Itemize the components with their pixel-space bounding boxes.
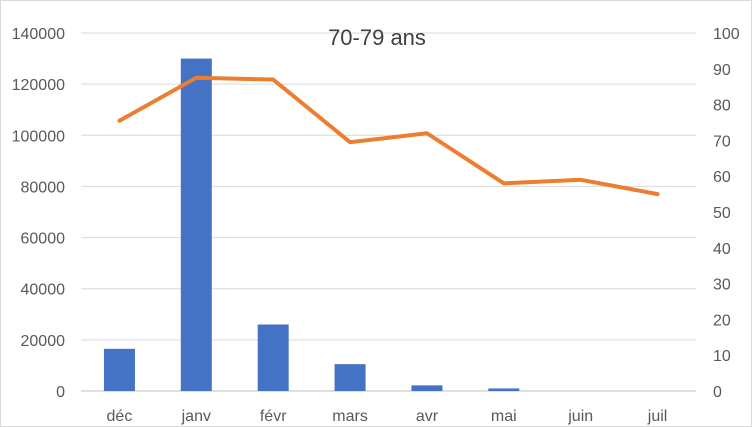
- gridlines: [81, 32, 696, 392]
- right-axis-tick-label: 30: [713, 277, 731, 294]
- category-tick-label: mars: [332, 408, 368, 425]
- left-axis-tick-label: 40000: [21, 282, 66, 299]
- category-tick-label: déc: [107, 408, 133, 425]
- bar: [411, 385, 443, 391]
- category-tick-label: janv: [181, 408, 211, 425]
- right-axis-tick-label: 80: [713, 98, 731, 115]
- bar: [334, 364, 366, 391]
- line-series: [117, 75, 660, 197]
- left-axis-tick-label: 0: [56, 384, 65, 401]
- category-tick-label: juin: [567, 408, 593, 425]
- left-axis-tick-label: 60000: [21, 231, 66, 248]
- right-axis-tick-label: 50: [713, 205, 731, 222]
- left-axis-tick-label: 80000: [21, 179, 66, 196]
- bar: [180, 58, 212, 391]
- right-axis-tick-label: 10: [713, 348, 731, 365]
- right-axis-ticks: 0 10 20 30 40 50 60 70 80 90 100: [713, 26, 740, 401]
- left-axis-tick-label: 20000: [21, 333, 66, 350]
- bar: [257, 324, 289, 391]
- left-axis-tick-label: 120000: [12, 77, 65, 94]
- right-axis-tick-label: 0: [713, 384, 722, 401]
- right-axis-tick-label: 20: [713, 312, 731, 329]
- right-axis-tick-label: 60: [713, 169, 731, 186]
- category-tick-label: févr: [260, 408, 287, 425]
- bar: [488, 388, 520, 391]
- category-tick-label: mai: [491, 408, 517, 425]
- category-tick-label: juil: [647, 408, 668, 425]
- category-axis-ticks: déc janv févr mars avr mai juin juil: [107, 408, 668, 425]
- left-axis-tick-label: 100000: [12, 128, 65, 145]
- bar-series: [103, 58, 520, 391]
- left-axis-ticks: 0 20000 40000 60000 80000 100000 120000 140000: [12, 26, 65, 401]
- right-axis-tick-label: 40: [713, 241, 731, 258]
- chart-title: 70-79 ans: [328, 25, 426, 50]
- right-axis-tick-label: 90: [713, 62, 731, 79]
- bar: [103, 348, 135, 391]
- trend-line: [117, 75, 660, 197]
- right-axis-tick-label: 70: [713, 133, 731, 150]
- right-axis-tick-label: 100: [713, 26, 740, 43]
- category-tick-label: avr: [416, 408, 439, 425]
- left-axis-tick-label: 140000: [12, 26, 65, 43]
